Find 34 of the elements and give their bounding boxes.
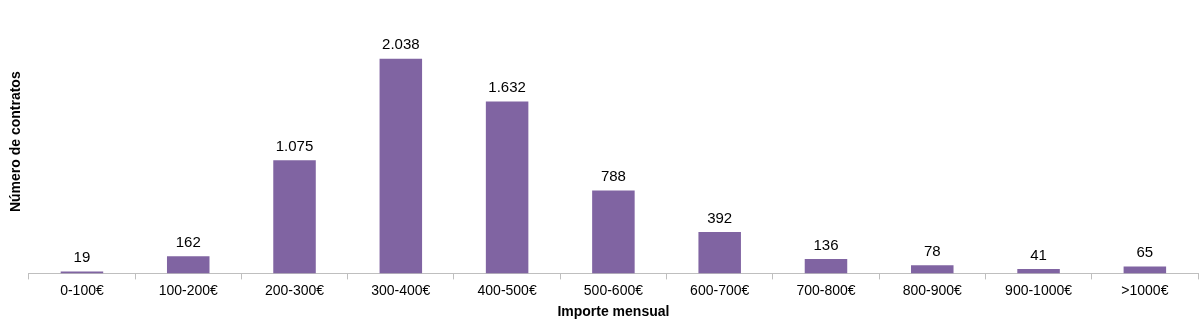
x-tick-label: 400-500€ [477,281,537,298]
data-label: 1.075 [275,136,314,154]
bar [804,259,848,274]
data-label: 2.038 [382,35,420,53]
data-label: 788 [600,167,626,185]
x-tick-label: 800-900€ [902,281,963,298]
bar [273,160,316,274]
x-tick-label: 200-300€ [264,281,325,298]
bar [698,232,741,274]
data-label: 65 [1136,243,1154,261]
x-tick-label: 100-200€ [158,281,219,298]
bar [166,256,210,274]
data-label: 392 [707,208,733,226]
x-tick-label: 300-400€ [371,281,431,298]
x-axis-title: Importe mensual [557,303,670,320]
bar [592,190,635,274]
bar [485,101,529,274]
bar [1017,269,1060,274]
data-label: 41 [1030,245,1047,263]
x-tick-label: >1000€ [1121,281,1169,298]
data-label: 1.632 [488,78,526,96]
bar [60,271,104,274]
x-tick-label: 600-700€ [690,281,750,298]
data-label: 19 [73,248,91,266]
x-tick-label: 0-100€ [60,281,104,298]
x-tick-label: 700-800€ [796,281,856,298]
data-label: 162 [175,232,201,250]
x-tick-label: 900-1000€ [1005,281,1073,298]
data-label: 136 [813,235,839,253]
bar [911,265,954,274]
x-tick-label: 500-600€ [583,281,644,298]
bar [379,58,423,274]
y-axis-title: Número de contratos [7,71,24,213]
data-label: 78 [923,241,941,259]
